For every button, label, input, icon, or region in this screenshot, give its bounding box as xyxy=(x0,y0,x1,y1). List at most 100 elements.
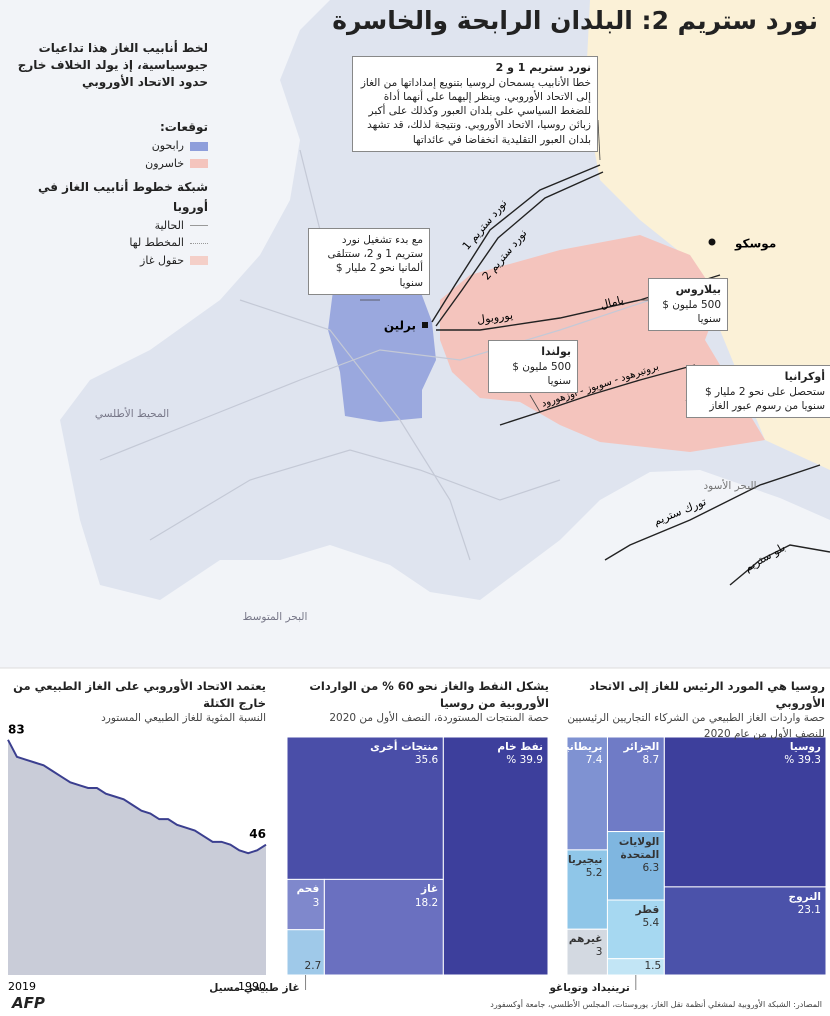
sea-label: المحيط الأطلسي xyxy=(95,407,169,420)
pipeline-blue-stream xyxy=(729,544,830,586)
cell-label: نفط خام 39.9 % xyxy=(446,741,543,767)
category-label: نيجيريا xyxy=(567,853,603,866)
value-label: 1.5 xyxy=(644,960,662,972)
treemap-cell xyxy=(663,736,827,888)
treemap-cell xyxy=(566,928,608,976)
city-label: برلين xyxy=(384,319,416,333)
cell-label: فحم 3 xyxy=(290,883,320,909)
swatch xyxy=(190,159,208,169)
category-label: الولايات المتحدة xyxy=(618,835,660,861)
callout: نورد ستريم 1 و 2 خطا الأنابيب يسمحان لرو… xyxy=(352,56,598,152)
value-label: 3 xyxy=(312,896,320,909)
callout-text: 500 مليون $ سنويا xyxy=(512,360,571,388)
sea-label: البحر الأسود xyxy=(704,479,757,492)
category-label: غاز طبيعي مسيل xyxy=(209,982,300,994)
sea-label: البحر المتوسط xyxy=(243,611,308,623)
chart-heading: روسيا هي المورد الرئيس للغاز إلى الاتحاد… xyxy=(567,678,825,742)
winners-area xyxy=(328,268,436,422)
callout: مع بدء تشغيل نورد ستريم 1 و 2، ستتلقى أل… xyxy=(308,228,430,295)
title: نورد ستريم 2: البلدان الرابحة والخاسرة xyxy=(332,6,818,35)
treemap-cell xyxy=(286,929,325,976)
value-label: 2.7 xyxy=(304,960,322,972)
value-label: 7.4 xyxy=(585,754,603,767)
logo: AFP xyxy=(12,994,45,1012)
x-tick-label: 2019 xyxy=(8,980,36,993)
legend-item: الحالية xyxy=(12,217,208,235)
chart-title: يعتمد الاتحاد الأوروبي على الغاز الطبيعي… xyxy=(13,679,266,710)
category-label: روسيا xyxy=(789,741,821,753)
treemap-cell xyxy=(663,886,827,976)
cell-label: غاز 18.2 xyxy=(327,883,438,909)
chart-heading: يعتمد الاتحاد الأوروبي على الغاز الطبيعي… xyxy=(8,678,266,727)
callout-text: ستحصل على نحو 2 مليار $ سنويا من رسوم عب… xyxy=(704,385,825,413)
treemap-cell xyxy=(606,831,665,901)
legend-label: الحالية xyxy=(154,218,184,232)
value-label: 23.1 xyxy=(797,904,821,917)
category-label: منتجات أخرى xyxy=(370,741,439,753)
city-label: موسكو xyxy=(734,237,776,252)
pipeline-label: يوروبول xyxy=(476,309,514,327)
category-label: النروج xyxy=(788,890,821,903)
callout-text: 500 مليون $ سنويا xyxy=(662,298,721,326)
pipeline-brotherhood xyxy=(499,364,696,426)
intro: لخط أنابيب الغاز هذا تداعيات جيوسياسية، … xyxy=(17,41,208,89)
treemap-cell xyxy=(566,736,608,851)
value-label: 46 xyxy=(249,827,266,841)
legend-label: حقول غاز xyxy=(140,253,184,267)
cell-label: النروج 23.1 xyxy=(667,891,821,917)
pipeline-label: يامال xyxy=(599,293,625,311)
treemap-cell xyxy=(323,878,444,976)
chart-title: روسيا هي المورد الرئيس للغاز إلى الاتحاد… xyxy=(589,679,825,710)
cell-label: غيرهم 3 xyxy=(569,933,603,959)
legend-label: رابحون xyxy=(151,139,184,153)
value-label: 39.9 % xyxy=(506,754,543,767)
russia-area xyxy=(585,0,830,470)
value-label: 35.6 xyxy=(414,754,439,767)
chart-subtitle: حصة المنتجات المستوردة، النصف الأول من 2… xyxy=(329,712,549,725)
chart-subtitle: حصة واردات الغاز الطبيعي من الشركاء التج… xyxy=(567,712,825,740)
value-label: 3 xyxy=(595,946,603,959)
callout-text: مع بدء تشغيل نورد ستريم 1 و 2، ستتلقى أل… xyxy=(327,234,423,289)
pipeline-nord-stream-1 xyxy=(431,164,601,323)
value-label: 18.2 xyxy=(414,896,439,909)
callout-title: بيلاروس xyxy=(675,283,721,296)
category-label: بريطانيا xyxy=(561,741,603,753)
category-label: ترينيداد وتوباغو xyxy=(549,982,630,994)
pipeline-turk-stream xyxy=(604,464,821,561)
chart-subtitle: النسبة المئوية للغاز الطبيعي المستورد xyxy=(101,712,266,725)
legend-label: خاسرون xyxy=(145,156,184,170)
value-label: 8.7 xyxy=(642,754,660,767)
legend-item: حقول غاز xyxy=(12,252,208,270)
line-area xyxy=(8,739,266,975)
cell-label: الولايات المتحدة 6.3 xyxy=(610,836,659,875)
callout: بيلاروس 500 مليون $ سنويا xyxy=(648,278,728,332)
main-pipelines xyxy=(431,164,830,586)
legend-heading: توقعات: xyxy=(159,120,208,134)
swatch xyxy=(190,256,208,266)
line xyxy=(7,739,267,855)
swatch xyxy=(190,141,208,151)
callout: بولندا 500 مليون $ سنويا xyxy=(488,340,578,394)
callout: أوكرانيا ستحصل على نحو 2 مليار $ سنويا م… xyxy=(686,365,830,419)
legend-label: المخطط لها xyxy=(129,236,184,250)
callout-title: نورد ستريم 1 و 2 xyxy=(495,61,591,74)
legend-heading: شبكة خطوط أنابيب الغاز في أوروبا xyxy=(37,180,208,214)
pipeline xyxy=(149,449,561,541)
category-label: نفط خام xyxy=(497,741,543,753)
pipeline xyxy=(99,299,651,461)
leader xyxy=(597,119,601,161)
callout-text: خطا الأنابيب يسمحان لروسيا بتنويع إمدادا… xyxy=(360,76,591,146)
cell-label: قطر 5.4 xyxy=(610,904,660,930)
treemap-cell xyxy=(606,736,665,833)
callout-title: أوكرانيا xyxy=(784,370,825,383)
cell-label: روسيا 39.3 % xyxy=(667,741,821,767)
cell-label: بريطانيا 7.4 xyxy=(561,741,603,767)
sources: المصادر: الشبكة الأوروبية لمشغلي أنظمة ن… xyxy=(490,1000,822,1009)
value-label: 6.3 xyxy=(642,861,660,874)
legend-item: خاسرون xyxy=(12,155,208,173)
category-label: غاز xyxy=(421,883,439,896)
leader xyxy=(529,394,541,413)
category-label: فحم xyxy=(296,883,320,896)
berlin-dot xyxy=(422,322,428,328)
